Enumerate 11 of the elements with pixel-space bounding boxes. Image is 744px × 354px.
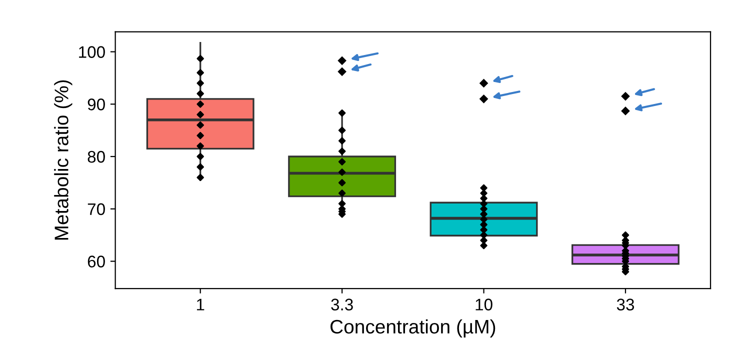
y-tick-label: 80 bbox=[88, 150, 105, 163]
y-tick-label: 60 bbox=[88, 256, 105, 268]
x-tick-label: 3.3 bbox=[331, 298, 353, 310]
x-tick-label: 33 bbox=[616, 298, 634, 310]
y-axis-title: Metabolic ratio (%) bbox=[54, 80, 72, 240]
y-tick-label: 70 bbox=[88, 203, 105, 216]
y-tick-label: 90 bbox=[88, 98, 105, 110]
y-tick-label: 100 bbox=[79, 46, 105, 58]
x-tick-label: 1 bbox=[196, 298, 204, 310]
x-tick-label: 10 bbox=[476, 298, 492, 310]
x-axis-title: Concentration (µM) bbox=[330, 319, 496, 338]
